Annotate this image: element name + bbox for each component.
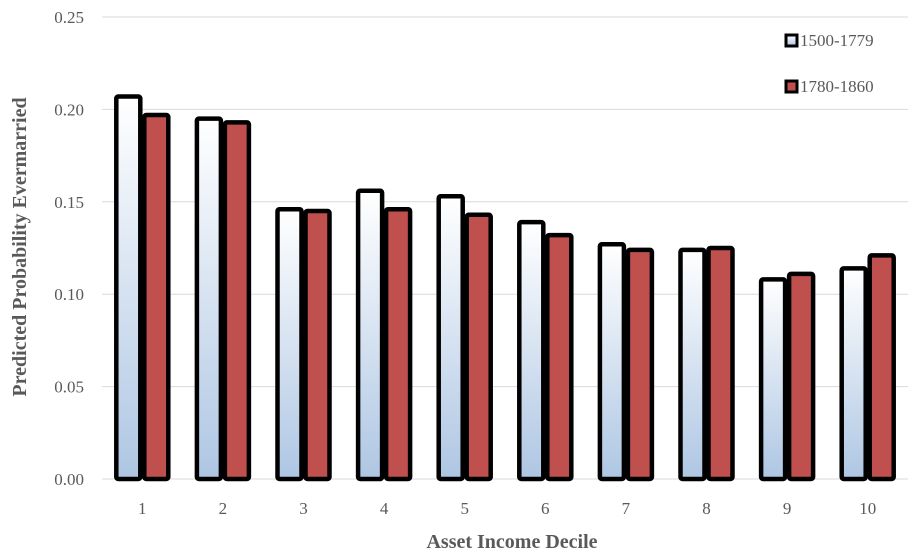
x-tick-label: 2 bbox=[219, 499, 228, 518]
bar-series-2 bbox=[545, 232, 574, 482]
bar-series-2 bbox=[303, 208, 332, 482]
x-tick-label: 1 bbox=[138, 499, 147, 518]
x-tick-label: 5 bbox=[460, 499, 469, 518]
bar-series-2 bbox=[383, 206, 413, 482]
bar-series-2 bbox=[222, 120, 252, 482]
x-tick-label: 10 bbox=[859, 499, 876, 518]
bar-series-1 bbox=[114, 94, 143, 482]
bar-series-1 bbox=[355, 188, 385, 482]
bar-series-1 bbox=[517, 219, 546, 482]
bar-series-2 bbox=[464, 212, 493, 482]
x-tick-label: 3 bbox=[299, 499, 308, 518]
legend-label-series-1: 1500-1779 bbox=[800, 31, 874, 50]
bar-series-2 bbox=[142, 112, 171, 482]
y-tick-label: 0.10 bbox=[54, 285, 84, 304]
bar-series-1 bbox=[436, 194, 465, 482]
y-tick-label: 0.05 bbox=[54, 378, 84, 397]
legend-label-series-2: 1780-1860 bbox=[800, 77, 874, 96]
x-axis-title: Asset Income Decile bbox=[426, 531, 597, 553]
x-tick-label: 7 bbox=[622, 499, 631, 518]
bar-series-1 bbox=[194, 116, 224, 482]
legend: 1500-1779 1780-1860 bbox=[784, 31, 874, 96]
y-tick-label: 0.00 bbox=[54, 470, 84, 489]
bar-series-2 bbox=[625, 247, 655, 482]
bar-series-1 bbox=[758, 277, 788, 482]
bar-series-2 bbox=[867, 253, 896, 482]
bar-series-1 bbox=[678, 247, 707, 482]
x-tick-label: 6 bbox=[541, 499, 550, 518]
legend-swatch-series-2 bbox=[784, 79, 799, 94]
bars bbox=[114, 94, 896, 482]
y-tick-label: 0.25 bbox=[54, 8, 84, 27]
bar-series-1 bbox=[275, 206, 304, 482]
x-tick-label: 4 bbox=[380, 499, 389, 518]
y-tick-label: 0.20 bbox=[54, 100, 84, 119]
x-axis-ticks: 1 2 3 4 5 6 7 8 9 10 bbox=[138, 499, 876, 518]
bar-series-1 bbox=[597, 242, 627, 482]
bar-series-2 bbox=[706, 245, 735, 482]
y-tick-label: 0.15 bbox=[54, 193, 84, 212]
legend-swatch-series-1 bbox=[784, 33, 799, 48]
bar-series-1 bbox=[839, 266, 868, 482]
y-axis-title: Predicted Probability Evermarried bbox=[9, 97, 31, 396]
bar-series-2 bbox=[786, 271, 816, 482]
x-tick-label: 9 bbox=[783, 499, 792, 518]
x-tick-label: 8 bbox=[702, 499, 711, 518]
y-axis-ticks: 0.00 0.05 0.10 0.15 0.20 0.25 bbox=[54, 8, 84, 489]
